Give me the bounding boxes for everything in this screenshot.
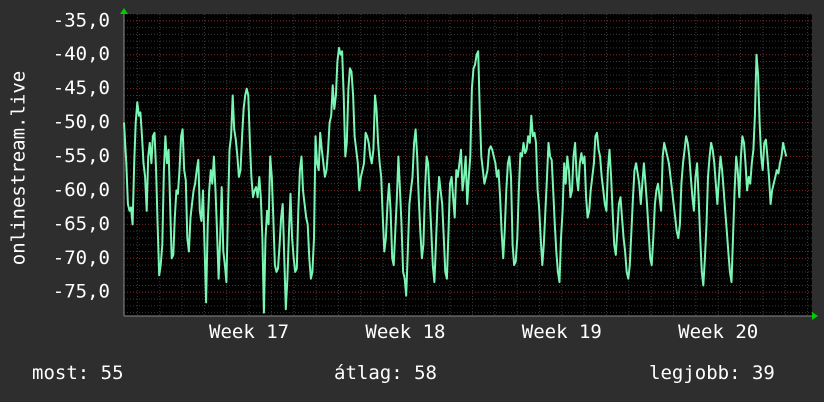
y-tick-label: -50,0 <box>53 111 110 133</box>
y-axis-arrow <box>120 8 128 14</box>
y-tick-label: -55,0 <box>53 145 110 167</box>
y-tick-label: -45,0 <box>53 77 110 99</box>
x-tick-label: Week 19 <box>522 321 602 343</box>
x-tick-label: Week 20 <box>678 321 758 343</box>
footer-best: legjobb: 39 <box>649 362 775 384</box>
y-tick-label: -70,0 <box>53 247 110 269</box>
x-axis-ticks: Week 17 Week 18 Week 19 Week 20 <box>209 321 758 343</box>
y-axis-label: onlinestream.live <box>8 71 30 265</box>
y-tick-label: -75,0 <box>53 281 110 303</box>
y-axis-ticks: -35,0 -40,0 -45,0 -50,0 -55,0 -60,0 -65,0 -70,0… <box>53 9 110 302</box>
grid-major <box>124 20 812 293</box>
y-tick-label: -60,0 <box>53 179 110 201</box>
y-tick-label: -40,0 <box>53 43 110 65</box>
series-line <box>123 46 788 314</box>
footer-current: most: 55 <box>32 362 124 384</box>
x-tick-label: Week 17 <box>209 321 289 343</box>
x-tick-label: Week 18 <box>365 321 445 343</box>
y-tick-label: -35,0 <box>53 9 110 31</box>
y-tick-label: -65,0 <box>53 213 110 235</box>
footer-average: átlag: 58 <box>334 362 437 384</box>
x-axis-arrow <box>812 312 818 320</box>
